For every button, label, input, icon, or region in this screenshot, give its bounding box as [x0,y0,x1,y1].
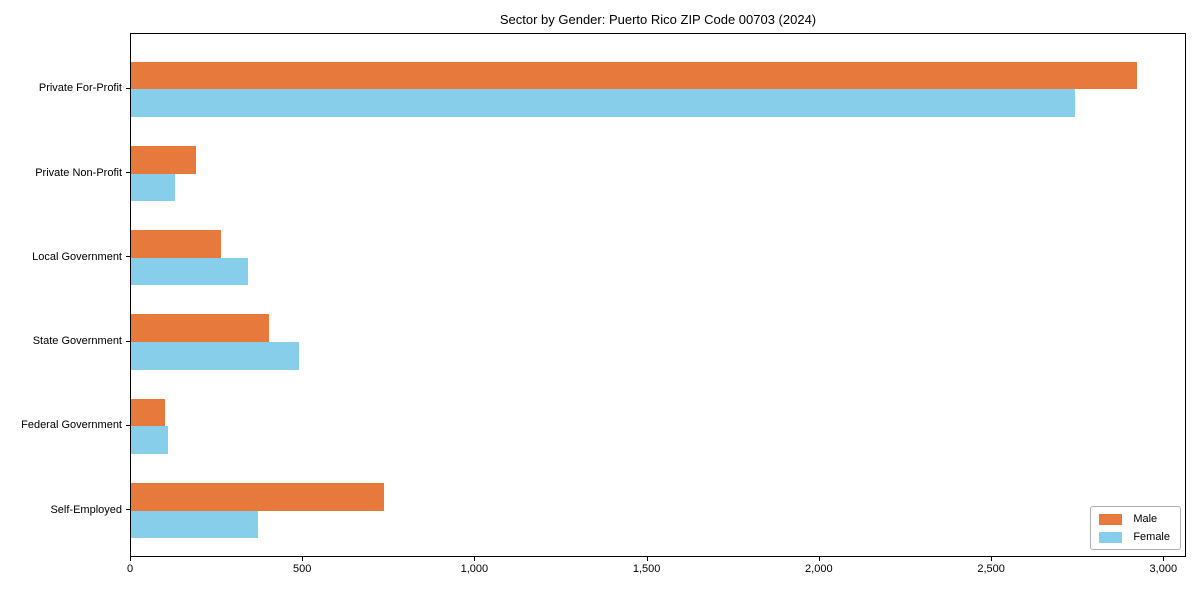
bar-female-self-employed [131,510,259,539]
bar-female-federal-government [131,426,169,454]
bar-female-local-government [131,257,248,286]
x-tick-label: 1,500 [632,563,661,575]
x-tick-mark [302,557,304,561]
x-tick-label: 0 [126,563,134,575]
x-tick-label: 3,000 [1149,563,1178,575]
x-tick-mark [474,557,476,561]
bar-male-private-non-profit [131,145,197,174]
bar-female-state-government [131,342,299,370]
bar-male-local-government [131,230,221,258]
x-tick-mark [646,557,648,561]
y-tick-mark [126,424,130,426]
y-tick-mark [126,172,130,174]
bar-male-federal-government [131,398,166,427]
x-tick-mark [130,557,131,561]
x-tick-label: 2,500 [977,563,1005,575]
x-tick-mark [818,557,820,561]
plot-area: Male Female [130,33,1186,557]
y-tick-label: State Government [32,335,122,348]
bar-female-private-non-profit [131,173,175,202]
y-tick-mark [126,340,130,342]
y-tick-mark [126,256,130,258]
y-tick-mark [126,509,130,511]
y-tick-label: Self-Employed [50,503,122,516]
legend-swatch-female [1099,531,1123,543]
bar-male-self-employed [131,482,384,511]
x-tick-label: 500 [293,563,312,575]
bars-layer [131,34,1185,556]
bar-male-private-for-profit [131,61,1137,90]
y-tick-mark [126,87,130,89]
y-tick-label: Private For-Profit [38,82,122,95]
y-tick-label: Private Non-Profit [35,166,122,179]
legend-item-male: Male [1099,513,1170,525]
chart-title: Sector by Gender: Puerto Rico ZIP Code 0… [499,12,817,27]
x-tick-label: 2,000 [805,563,833,575]
legend-label: Female [1133,531,1170,543]
bar-female-private-for-profit [131,89,1075,117]
x-tick-label: 1,000 [460,563,489,575]
bar-male-state-government [131,314,269,343]
legend-item-female: Female [1099,531,1170,543]
y-tick-label: Local Government [32,250,122,263]
legend-label: Male [1133,513,1158,525]
x-tick-mark [1163,557,1165,561]
y-tick-label: Federal Government [21,419,122,432]
legend-swatch-male [1099,513,1123,525]
legend: Male Female [1090,506,1181,550]
x-tick-mark [991,557,993,561]
